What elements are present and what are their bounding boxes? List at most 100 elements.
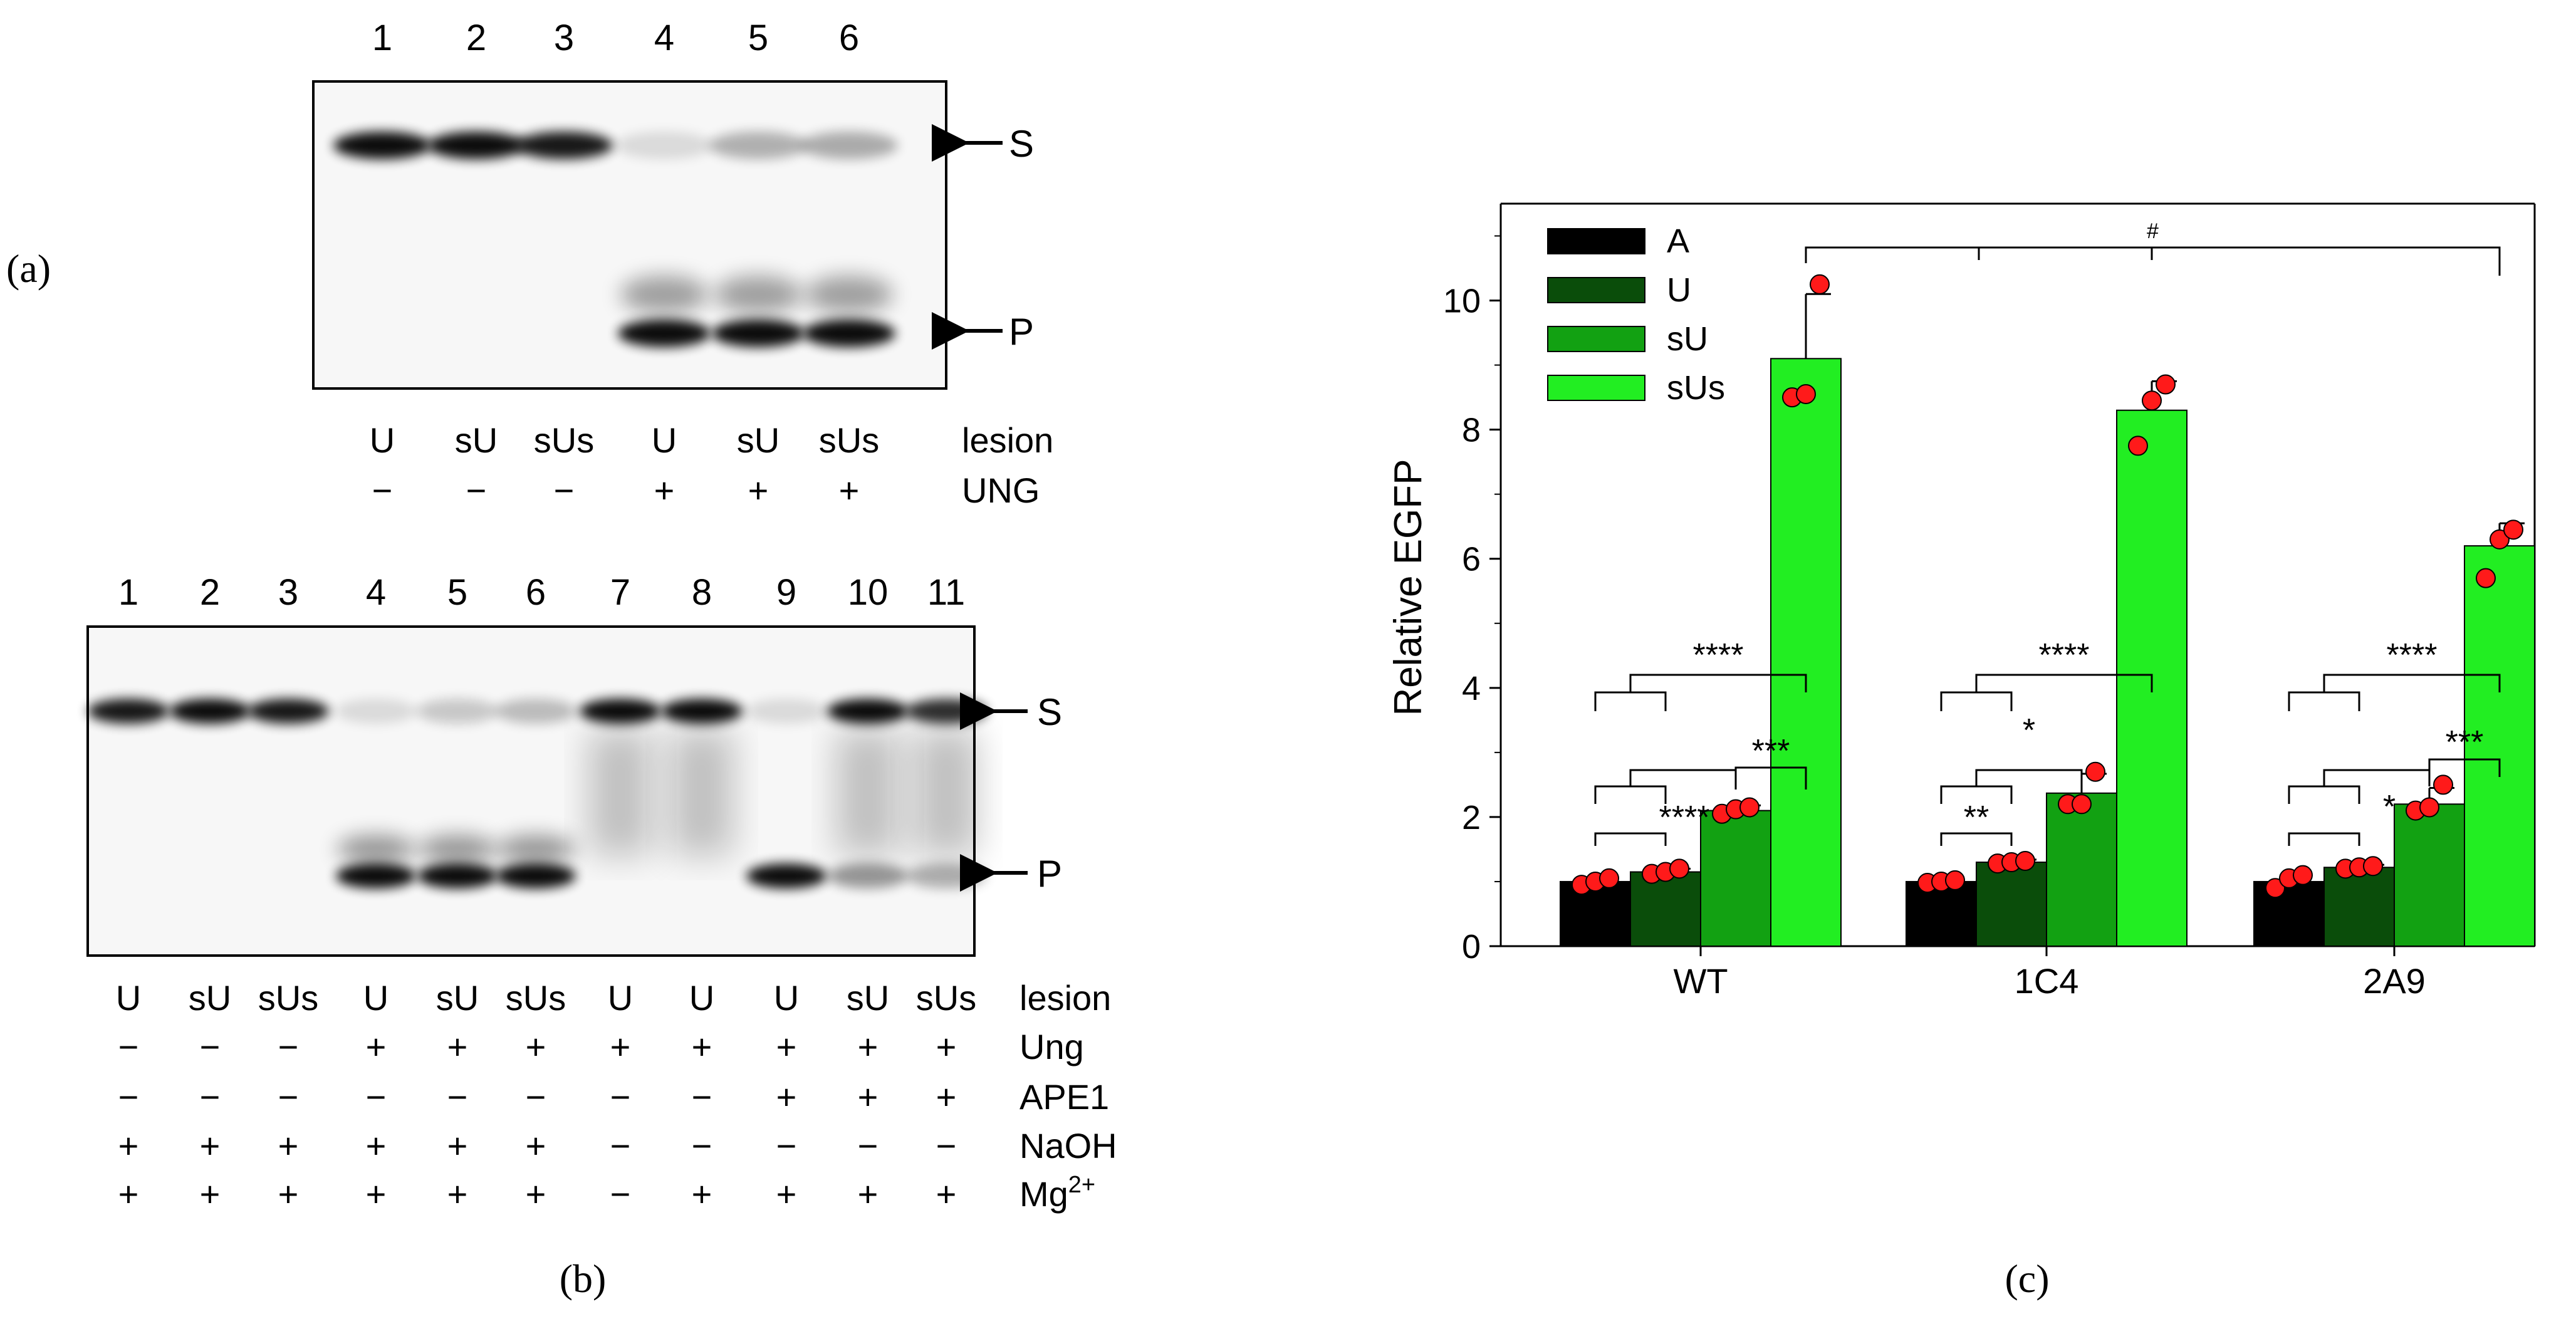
data-point bbox=[2363, 856, 2383, 877]
data-point bbox=[2293, 865, 2313, 885]
sig-bracket bbox=[2288, 785, 2360, 804]
y-tick-label: 8 bbox=[1462, 412, 1481, 449]
data-point bbox=[2265, 878, 2285, 899]
bar bbox=[2046, 792, 2117, 947]
condition-cell: + bbox=[858, 1077, 879, 1117]
condition-cell: − bbox=[936, 1126, 957, 1165]
condition-row-label: UNG bbox=[962, 471, 1040, 510]
product-band bbox=[828, 863, 908, 889]
condition-cell: − bbox=[200, 1027, 221, 1066]
lane-number: 5 bbox=[748, 18, 768, 58]
substrate-band bbox=[580, 699, 661, 724]
band-p-label-b: P bbox=[1037, 853, 1062, 895]
condition-cell: U bbox=[689, 978, 714, 1018]
substrate-band bbox=[746, 699, 827, 724]
panel-b-lane-numbers: 1 2 3 4 5 6 7 8 9 10 11 bbox=[118, 572, 965, 613]
condition-cell: + bbox=[936, 1077, 957, 1117]
bar bbox=[1700, 810, 1771, 947]
product-band bbox=[803, 320, 895, 347]
lane-number: 2 bbox=[200, 572, 220, 613]
condition-cell: + bbox=[366, 1126, 387, 1165]
lane-number: 2 bbox=[466, 18, 486, 58]
condition-cell: − bbox=[278, 1077, 299, 1117]
lane-number: 1 bbox=[118, 572, 138, 613]
lane-number: 3 bbox=[278, 572, 298, 613]
substrate-band bbox=[515, 132, 613, 159]
data-point bbox=[2490, 529, 2510, 550]
lane-number: 4 bbox=[654, 18, 674, 58]
sig-label: * bbox=[2023, 712, 2035, 749]
condition-cell: + bbox=[200, 1174, 221, 1214]
gel-a-bands bbox=[333, 132, 898, 347]
y-tick-label: 4 bbox=[1462, 670, 1481, 707]
sig-bracket bbox=[2288, 691, 2360, 711]
condition-cell: sU bbox=[455, 420, 498, 460]
lane-number: 9 bbox=[776, 572, 796, 613]
panel-a-label: (a) bbox=[6, 246, 51, 291]
sig-bracket bbox=[2288, 832, 2360, 846]
substrate-band bbox=[495, 699, 576, 724]
sig-bracket bbox=[1975, 769, 2083, 786]
condition-row-label: NaOH bbox=[1019, 1126, 1117, 1165]
sig-label: **** bbox=[2039, 637, 2090, 674]
data-point bbox=[1669, 858, 1689, 879]
gel-b-bands bbox=[88, 699, 987, 889]
y-axis-title: Relative EGFP bbox=[1387, 459, 1430, 716]
bar bbox=[1906, 880, 1977, 947]
lane-number: 1 bbox=[372, 18, 392, 58]
condition-cell: + bbox=[936, 1174, 957, 1214]
condition-cell: + bbox=[278, 1174, 299, 1214]
legend-swatch bbox=[1547, 228, 1645, 254]
sig-label: ** bbox=[1964, 800, 1989, 836]
lane-number: 5 bbox=[447, 572, 467, 613]
condition-cell: − bbox=[692, 1126, 712, 1165]
condition-cell: + bbox=[858, 1027, 879, 1066]
data-point bbox=[1810, 274, 1830, 295]
condition-cell: sUs bbox=[258, 978, 318, 1018]
data-point bbox=[2156, 374, 2176, 395]
lane-number: 6 bbox=[526, 572, 546, 613]
legend-swatch bbox=[1547, 277, 1645, 303]
product-band bbox=[417, 863, 498, 889]
x-tick-label: WT bbox=[1673, 961, 1728, 1001]
sig-label: * bbox=[2383, 789, 2396, 825]
data-point bbox=[1945, 870, 1965, 890]
condition-cell: − bbox=[610, 1077, 631, 1117]
legend-label: U bbox=[1667, 271, 1691, 309]
condition-cell: + bbox=[858, 1174, 879, 1214]
substrate-band bbox=[709, 132, 807, 159]
condition-cell: + bbox=[610, 1027, 631, 1066]
data-point bbox=[2433, 774, 2453, 795]
data-point bbox=[1599, 868, 1619, 889]
legend-label: sUs bbox=[1667, 369, 1725, 407]
sig-label: **** bbox=[1693, 637, 1744, 674]
condition-cell: − bbox=[447, 1077, 468, 1117]
bar bbox=[1560, 880, 1631, 947]
condition-cell: − bbox=[554, 471, 575, 510]
condition-cell: − bbox=[776, 1126, 797, 1165]
product-band bbox=[336, 863, 416, 889]
sig-bracket bbox=[2428, 758, 2501, 777]
sig-bracket bbox=[1629, 674, 1807, 692]
product-band bbox=[906, 863, 986, 889]
condition-cell: − bbox=[466, 471, 487, 510]
condition-cell: − bbox=[372, 471, 393, 510]
condition-cell: + bbox=[526, 1174, 546, 1214]
data-point bbox=[2503, 519, 2523, 540]
condition-cell: + bbox=[278, 1126, 299, 1165]
condition-cell: U bbox=[363, 978, 388, 1018]
substrate-band bbox=[248, 699, 329, 724]
panel-b-label: (b) bbox=[560, 1256, 607, 1301]
lane-number: 10 bbox=[848, 572, 889, 613]
condition-cell: U bbox=[116, 978, 141, 1018]
data-point bbox=[2015, 850, 2035, 871]
lane-number: 11 bbox=[927, 572, 965, 613]
condition-row-label: lesion bbox=[962, 420, 1053, 460]
condition-cell: + bbox=[936, 1027, 957, 1066]
gel-b-band-markers: S P bbox=[960, 691, 1062, 895]
smear-band bbox=[497, 835, 575, 863]
data-point bbox=[2128, 435, 2148, 456]
condition-cell: + bbox=[447, 1027, 468, 1066]
sig-bracket bbox=[1940, 691, 2013, 711]
sig-bracket bbox=[1594, 691, 1667, 711]
